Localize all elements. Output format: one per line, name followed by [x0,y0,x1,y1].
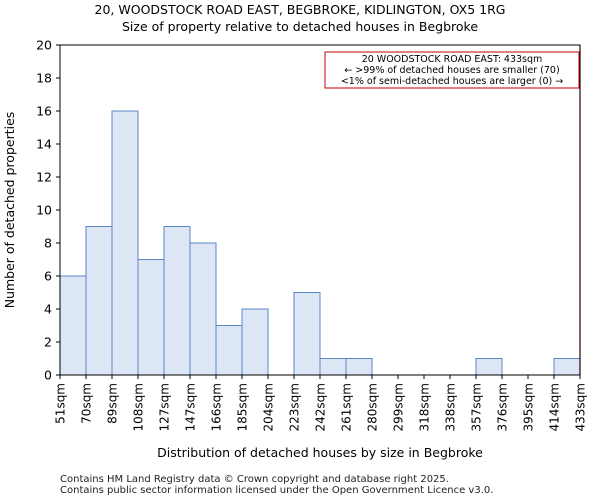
y-tick-label: 16 [36,104,52,119]
x-tick-label: 185sqm [236,383,250,431]
footer-licence: Contains public sector information licen… [60,485,494,496]
y-tick-label: 8 [44,236,52,251]
bar-108sqm [137,259,165,376]
bars-group [59,110,581,376]
y-tick-label: 14 [36,137,52,152]
plot-area-frame [59,44,581,376]
y-tick-label: 12 [36,170,52,185]
bar-166sqm [215,325,243,376]
y-tick-label: 6 [44,269,52,284]
y-tick-label: 20 [36,38,52,53]
bar-147sqm [189,242,217,376]
x-tick-label: 242sqm [314,383,328,431]
x-tick-label: 223sqm [288,383,302,431]
annotation-line-3: <1% of semi-detached houses are larger (… [341,76,563,87]
y-axis-ticks: 0 2 4 6 8 10 12 14 16 18 20 [36,38,60,383]
x-tick-label: 299sqm [392,383,406,431]
x-tick-label: 395sqm [522,383,536,431]
y-tick-label: 4 [44,302,52,317]
annotation-line-1: 20 WOODSTOCK ROAD EAST: 433sqm [362,54,543,65]
x-tick-label: 414sqm [548,383,562,431]
x-tick-label: 280sqm [366,383,380,431]
x-tick-label: 108sqm [132,383,146,431]
x-axis-label: Distribution of detached houses by size … [157,445,483,460]
x-tick-label: 261sqm [340,383,354,431]
x-tick-label: 433sqm [574,383,588,431]
x-tick-label: 51sqm [54,383,68,424]
x-tick-label: 70sqm [80,383,94,424]
chart-title: 20, WOODSTOCK ROAD EAST, BEGBROKE, KIDLI… [94,2,506,17]
y-tick-label: 0 [44,368,52,383]
x-tick-label: 318sqm [418,383,432,431]
bar-414sqm [553,358,581,376]
bar-89sqm [111,110,139,376]
x-tick-label: 376sqm [496,383,510,431]
annotation-box [324,51,580,89]
x-tick-label: 204sqm [262,383,276,431]
y-tick-label: 10 [36,203,52,218]
bar-51sqm [59,275,87,376]
x-tick-label: 89sqm [106,383,120,424]
bar-223sqm [293,292,321,376]
y-tick-label: 18 [36,71,52,86]
footer-copyright: Contains HM Land Registry data © Crown c… [60,474,449,485]
x-tick-label: 127sqm [158,383,172,431]
x-tick-label: 147sqm [184,383,198,431]
bar-185sqm [241,308,269,376]
x-tick-label: 166sqm [210,383,224,431]
x-tick-label: 338sqm [444,383,458,431]
bar-357sqm [475,358,503,376]
x-axis-ticks: 51sqm 70sqm 89sqm 108sqm 127sqm 147sqm 166sqm 1… [54,375,588,431]
bar-261sqm [345,358,373,376]
y-axis-label: Number of detached properties [2,112,17,309]
y-tick-label: 2 [44,335,52,350]
bar-70sqm [85,226,113,376]
annotation-line-2: ← >99% of detached houses are smaller (7… [344,65,559,76]
bar-127sqm [163,226,191,376]
bar-242sqm [319,358,347,376]
x-tick-label: 357sqm [470,383,484,431]
chart-subtitle: Size of property relative to detached ho… [121,19,479,34]
